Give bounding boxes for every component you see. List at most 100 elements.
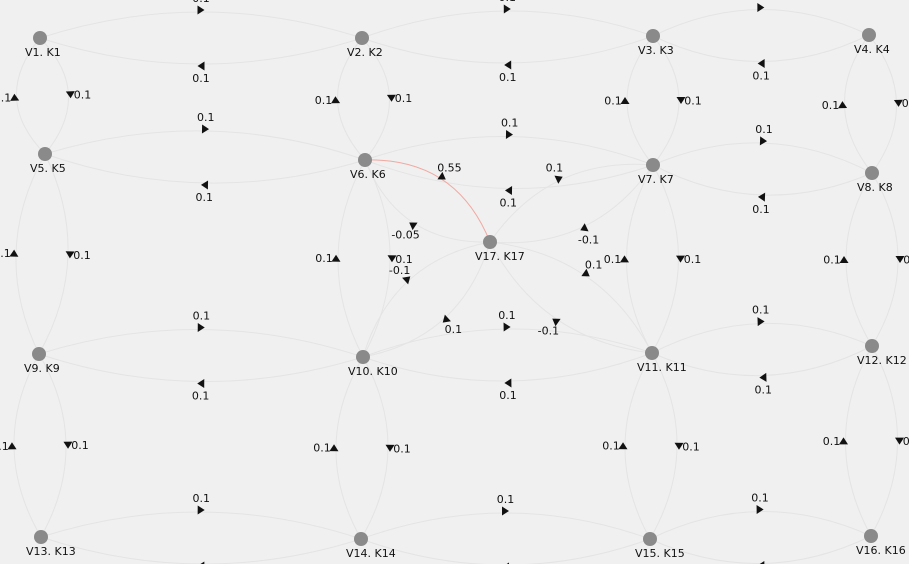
node-v8[interactable]: V8. K8 [857, 166, 893, 194]
edge-label-10-to-11: 0.1 [498, 309, 516, 322]
edge-13-to-9 [13, 353, 42, 538]
node-v5-dot[interactable] [38, 147, 52, 161]
edge-5-to-6 [44, 130, 366, 161]
edge-arrow-14-to-13 [200, 561, 205, 564]
edge-label-6-to-5: 0.1 [196, 191, 214, 204]
node-v4[interactable]: V4. K4 [854, 28, 890, 56]
edge-label-14-to-10: 0.1 [313, 442, 331, 455]
edge-label-12-to-8: 0.1 [823, 254, 841, 267]
edge-arrow-3-to-2 [504, 60, 512, 70]
edge-label-3-to-7: 0.1 [684, 95, 702, 108]
edge-label-6-to-2: 0.1 [315, 94, 333, 107]
node-v13-label: V13. K13 [26, 545, 76, 558]
edge-label-2-to-6: 0.1 [395, 92, 413, 105]
edge-label-12-to-11: 0.1 [755, 383, 773, 396]
edge-arrow-8-to-7 [757, 192, 766, 202]
node-v14-dot[interactable] [354, 532, 368, 546]
edge-arrow-2-to-1 [197, 61, 205, 71]
edge-arrow-11-to-17 [552, 318, 561, 327]
node-v16-dot[interactable] [864, 529, 878, 543]
edge-arrow-15-to-11 [618, 442, 628, 450]
node-v13-dot[interactable] [34, 530, 48, 544]
edge-arrow-11-to-15 [674, 442, 684, 450]
edge-8-to-12 [871, 172, 899, 347]
node-v3[interactable]: V3. K3 [638, 29, 674, 57]
node-v10-dot[interactable] [356, 350, 370, 364]
nodes-layer: V1. K1 V2. K2 V3. K3 V4. K4 V5. K5 V6. K6 V7. … [24, 28, 907, 560]
edge-13-to-14 [40, 511, 362, 540]
node-v15-dot[interactable] [643, 532, 657, 546]
edge-arrow-15-to-16 [756, 505, 764, 515]
node-v12[interactable]: V12. K12 [857, 339, 907, 367]
edge-label-17-to-7: 0.1 [546, 161, 564, 174]
edge-label-6-to-10: 0.1 [395, 253, 413, 266]
edge-arrow-4-to-8 [893, 99, 903, 107]
node-v1[interactable]: V1. K1 [25, 31, 61, 59]
edge-label-17-to-10: 0.1 [445, 323, 463, 336]
node-v2-dot[interactable] [355, 31, 369, 45]
node-v8-dot[interactable] [865, 166, 879, 180]
node-v10[interactable]: V10. K10 [348, 350, 398, 378]
node-v7[interactable]: V7. K7 [638, 158, 674, 186]
node-v6-dot[interactable] [358, 153, 372, 167]
node-v9-dot[interactable] [32, 347, 46, 361]
node-v16[interactable]: V16. K16 [856, 529, 906, 557]
edge-label-3-to-2: 0.1 [499, 71, 517, 84]
edge-label-7-to-8: 0.1 [755, 123, 773, 136]
node-v2[interactable]: V2. K2 [347, 31, 383, 59]
edge-label-10-to-9: 0.1 [192, 389, 210, 402]
edge-label-10-to-6: 0.1 [315, 252, 333, 265]
edge-arrow-5-to-1 [10, 93, 20, 101]
edge-arrow-10-to-11 [503, 322, 511, 332]
edge-arrow-17-to-6 [409, 222, 418, 231]
edge-3-to-4 [652, 9, 870, 37]
node-v14[interactable]: V14. K14 [346, 532, 396, 560]
edge-label-15-to-16: 0.1 [751, 492, 769, 505]
node-v15[interactable]: V15. K15 [635, 532, 685, 560]
edge-8-to-7 [652, 164, 873, 196]
node-v7-dot[interactable] [646, 158, 660, 172]
node-v6-label: V6. K6 [350, 168, 386, 181]
edge-arrow-17-to-7 [554, 175, 563, 184]
edge-arrow-3-to-7 [676, 97, 686, 104]
edge-arrow-13-to-14 [197, 505, 205, 515]
edge-7-to-11 [651, 164, 679, 354]
edge-14-to-15 [360, 512, 651, 540]
edge-arrow-6-to-7 [505, 129, 513, 139]
edge-10-to-14 [360, 356, 389, 540]
edge-arrow-10-to-17 [402, 276, 411, 285]
node-v17-label: V17. K17 [475, 250, 525, 263]
edge-label-9-to-10: 0.1 [193, 310, 211, 323]
edge-label-16-to-12: 0.1 [823, 435, 841, 448]
edge-label-11-to-17: -0.1 [538, 324, 559, 337]
edge-arrow-2-to-6 [386, 94, 396, 102]
edge-arrow-3-to-4 [757, 3, 765, 13]
node-v14-label: V14. K14 [346, 547, 396, 560]
edge-label-7-to-6: 0.1 [500, 196, 518, 209]
node-v5[interactable]: V5. K5 [30, 147, 66, 175]
node-v3-dot[interactable] [646, 29, 660, 43]
edge-15-to-11 [624, 352, 653, 540]
edge-arrow-11-to-12 [757, 317, 765, 327]
node-v9[interactable]: V9. K9 [24, 347, 60, 375]
edge-arrow-6-to-17 [437, 171, 446, 180]
edge-arrow-5-to-6 [201, 124, 210, 134]
node-v11[interactable]: V11. K11 [637, 346, 687, 374]
edge-label-6-to-17: 0.55 [437, 162, 462, 175]
node-v17-dot[interactable] [483, 235, 497, 249]
node-v6[interactable]: V6. K6 [350, 153, 386, 181]
node-v13[interactable]: V13. K13 [26, 530, 76, 558]
node-v12-dot[interactable] [865, 339, 879, 353]
node-v17[interactable]: V17. K17 [475, 235, 525, 263]
edge-15-to-14 [360, 538, 651, 564]
edge-arrow-11-to-10 [504, 378, 512, 388]
edge-label-10-to-17: -0.1 [389, 264, 410, 277]
node-v4-dot[interactable] [862, 28, 876, 42]
node-v1-dot[interactable] [33, 31, 47, 45]
node-v11-dot[interactable] [645, 346, 659, 360]
edge-4-to-3 [652, 34, 870, 62]
edge-label-8-to-12: 0.1 [903, 254, 909, 267]
edge-label-5-to-9: 0.1 [73, 249, 91, 262]
edge-label-7-to-3: 0.1 [604, 95, 622, 108]
edge-arrow-10-to-6 [331, 254, 341, 262]
